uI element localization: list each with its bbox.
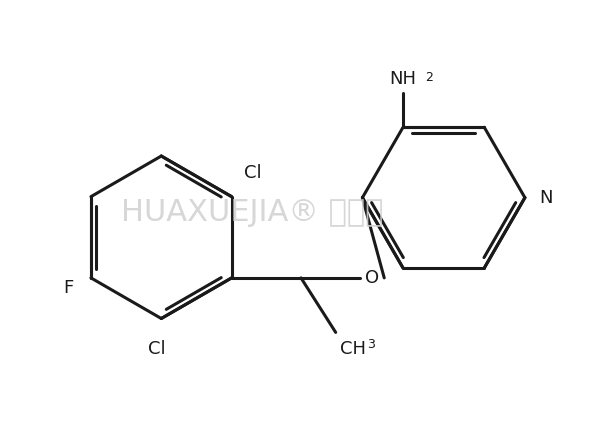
Text: HUAXUEJIA® 化学加: HUAXUEJIA® 化学加 <box>121 198 383 227</box>
Text: F: F <box>63 279 73 297</box>
Text: NH: NH <box>389 70 416 88</box>
Text: 3: 3 <box>367 338 375 351</box>
Text: Cl: Cl <box>244 164 261 182</box>
Text: Cl: Cl <box>148 340 165 358</box>
Text: CH: CH <box>340 340 365 358</box>
Text: O: O <box>365 269 379 287</box>
Text: N: N <box>539 189 552 207</box>
Text: 2: 2 <box>425 71 433 84</box>
